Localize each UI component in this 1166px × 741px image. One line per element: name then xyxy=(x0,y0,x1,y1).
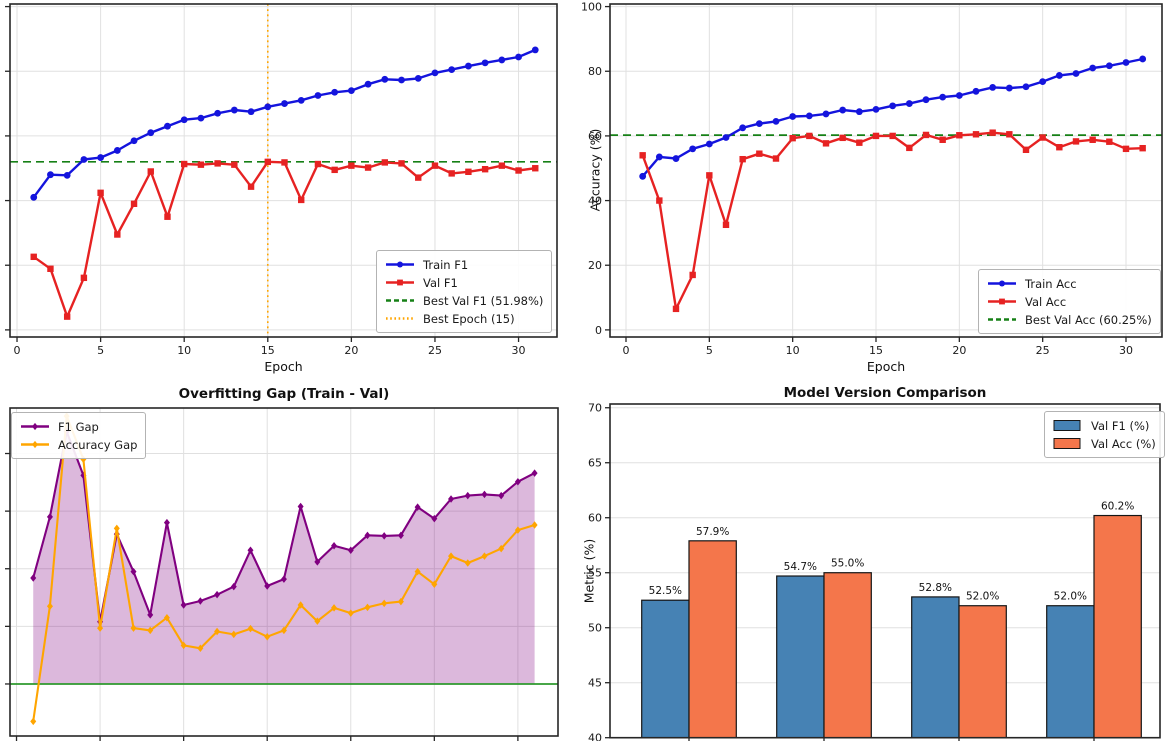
legend-item-val-acc-pct: Val Acc (%) xyxy=(1053,436,1156,451)
legend-item-val-acc: Val Acc xyxy=(987,294,1152,309)
legend-label: Val Acc xyxy=(1025,294,1067,309)
legend-item-val-f1: Val F1 xyxy=(385,275,543,290)
bar-value-label: 55.0% xyxy=(831,558,864,570)
legend-label: Best Epoch (15) xyxy=(423,311,515,326)
train-acc-line xyxy=(641,57,1143,178)
gap-fill-area xyxy=(33,431,535,684)
y-tick-label: 100 xyxy=(581,1,602,14)
y-tick-label: 40 xyxy=(588,195,602,208)
train-f1-line xyxy=(32,48,536,199)
bar-value-label: 57.9% xyxy=(696,526,729,538)
gap-chart-legend: F1 Gap Accuracy Gap xyxy=(11,412,147,459)
f1-score-plot: 0 5 10 15 20 25 30 xyxy=(5,3,558,357)
y-tick-label: 80 xyxy=(588,65,602,78)
bar-value-label: 52.8% xyxy=(919,582,952,594)
x-tick-label: 0 xyxy=(14,344,21,357)
x-tick-label: 25 xyxy=(428,344,442,357)
legend-item-train-acc: Train Acc xyxy=(987,276,1152,291)
x-tick-label: 10 xyxy=(786,344,800,357)
bar-chart-legend: Val F1 (%) Val Acc (%) xyxy=(1044,411,1165,458)
legend-line-glyph xyxy=(21,422,49,431)
legend-line-glyph xyxy=(988,318,1016,321)
legend-label: F1 Gap xyxy=(58,419,99,434)
legend-line-glyph xyxy=(988,298,1016,305)
bar-val-acc- xyxy=(1093,514,1142,739)
bar-val-f1- xyxy=(641,599,690,739)
x-tick-label: 5 xyxy=(706,344,713,357)
legend-line-glyph xyxy=(386,279,414,286)
bar-val-acc- xyxy=(958,605,1007,739)
accuracy-chart-yaxis-label: Accuracy (%) xyxy=(587,128,603,212)
bar-chart-title: Model Version Comparison xyxy=(783,385,987,401)
x-tick-label: 30 xyxy=(1119,344,1133,357)
legend-label: Train F1 xyxy=(423,257,469,272)
legend-label: Val Acc (%) xyxy=(1091,436,1156,451)
y-tick-label: 70 xyxy=(588,402,602,415)
legend-color-patch xyxy=(1053,420,1081,431)
x-tick-label: 15 xyxy=(261,344,275,357)
f1-chart-legend: Train F1 Val F1 Best Val F1 (51.98%) Best E… xyxy=(376,250,553,333)
legend-line-glyph xyxy=(21,440,49,449)
accuracy-chart-xaxis-label: Epoch xyxy=(866,359,906,374)
bar-value-label: 52.0% xyxy=(1054,591,1087,603)
gap-chart-title: Overfitting Gap (Train - Val) xyxy=(178,386,390,402)
accuracy-chart-legend: Train Acc Val Acc Best Val Acc (60.25%) xyxy=(978,269,1161,334)
bar-val-f1- xyxy=(911,596,960,739)
legend-item-accuracy-gap: Accuracy Gap xyxy=(20,437,137,452)
legend-label: Best Val Acc (60.25%) xyxy=(1025,312,1152,327)
y-tick-label: 0 xyxy=(595,324,602,337)
legend-item-train-f1: Train F1 xyxy=(385,257,543,272)
legend-line-glyph xyxy=(988,280,1016,287)
legend-item-best-val-acc: Best Val Acc (60.25%) xyxy=(987,312,1152,327)
y-tick-label: 50 xyxy=(588,622,602,635)
legend-item-best-epoch: Best Epoch (15) xyxy=(385,311,543,326)
legend-item-f1-gap: F1 Gap xyxy=(20,419,137,434)
accuracy-plot: 0 5 10 15 20 25 30 0 20 40 60 80 100 xyxy=(581,1,1163,357)
x-tick-label: 20 xyxy=(344,344,358,357)
model-comparison-plot: 52.5% 54.7% 52.8% 52.0% 57.9% 55.0% 52.0% 60.2%… xyxy=(588,402,1161,741)
legend-item-val-f1-pct: Val F1 (%) xyxy=(1053,418,1156,433)
x-tick-label: 20 xyxy=(952,344,966,357)
legend-line-glyph xyxy=(386,299,414,302)
overfitting-gap-plot xyxy=(5,407,559,741)
bar-val-f1- xyxy=(1046,605,1095,739)
legend-line-glyph xyxy=(386,317,414,320)
y-tick-label: 65 xyxy=(588,457,602,470)
x-tick-label: 15 xyxy=(869,344,883,357)
bar-value-label: 60.2% xyxy=(1101,501,1134,513)
bar-val-acc- xyxy=(823,572,872,739)
legend-color-patch xyxy=(1053,438,1081,449)
y-tick-label: 40 xyxy=(588,732,602,741)
y-tick-label: 45 xyxy=(588,677,602,690)
bar-value-label: 52.0% xyxy=(966,591,999,603)
x-tick-label: 10 xyxy=(177,344,191,357)
bar-val-acc- xyxy=(688,540,737,739)
legend-label: Val F1 (%) xyxy=(1091,418,1150,433)
bar-val-f1- xyxy=(776,575,825,739)
bar-value-label: 52.5% xyxy=(649,585,682,597)
x-tick-label: 25 xyxy=(1036,344,1050,357)
y-tick-label: 60 xyxy=(588,130,602,143)
legend-item-best-val-f1: Best Val F1 (51.98%) xyxy=(385,293,543,308)
bar-value-label: 54.7% xyxy=(784,561,817,573)
y-tick-label: 60 xyxy=(588,512,602,525)
legend-label: Train Acc xyxy=(1025,276,1077,291)
legend-label: Accuracy Gap xyxy=(58,437,138,452)
y-tick-label: 55 xyxy=(588,567,602,580)
legend-label: Val F1 xyxy=(423,275,458,290)
legend-label: Best Val F1 (51.98%) xyxy=(423,293,544,308)
f1-chart-xaxis-label: Epoch xyxy=(264,359,303,374)
y-tick-label: 20 xyxy=(588,259,602,272)
bar-chart-yaxis-label: Metric (%) xyxy=(581,538,597,604)
legend-line-glyph xyxy=(386,261,414,268)
x-tick-label: 30 xyxy=(512,344,526,357)
x-tick-label: 5 xyxy=(97,344,104,357)
x-tick-label: 0 xyxy=(623,344,630,357)
